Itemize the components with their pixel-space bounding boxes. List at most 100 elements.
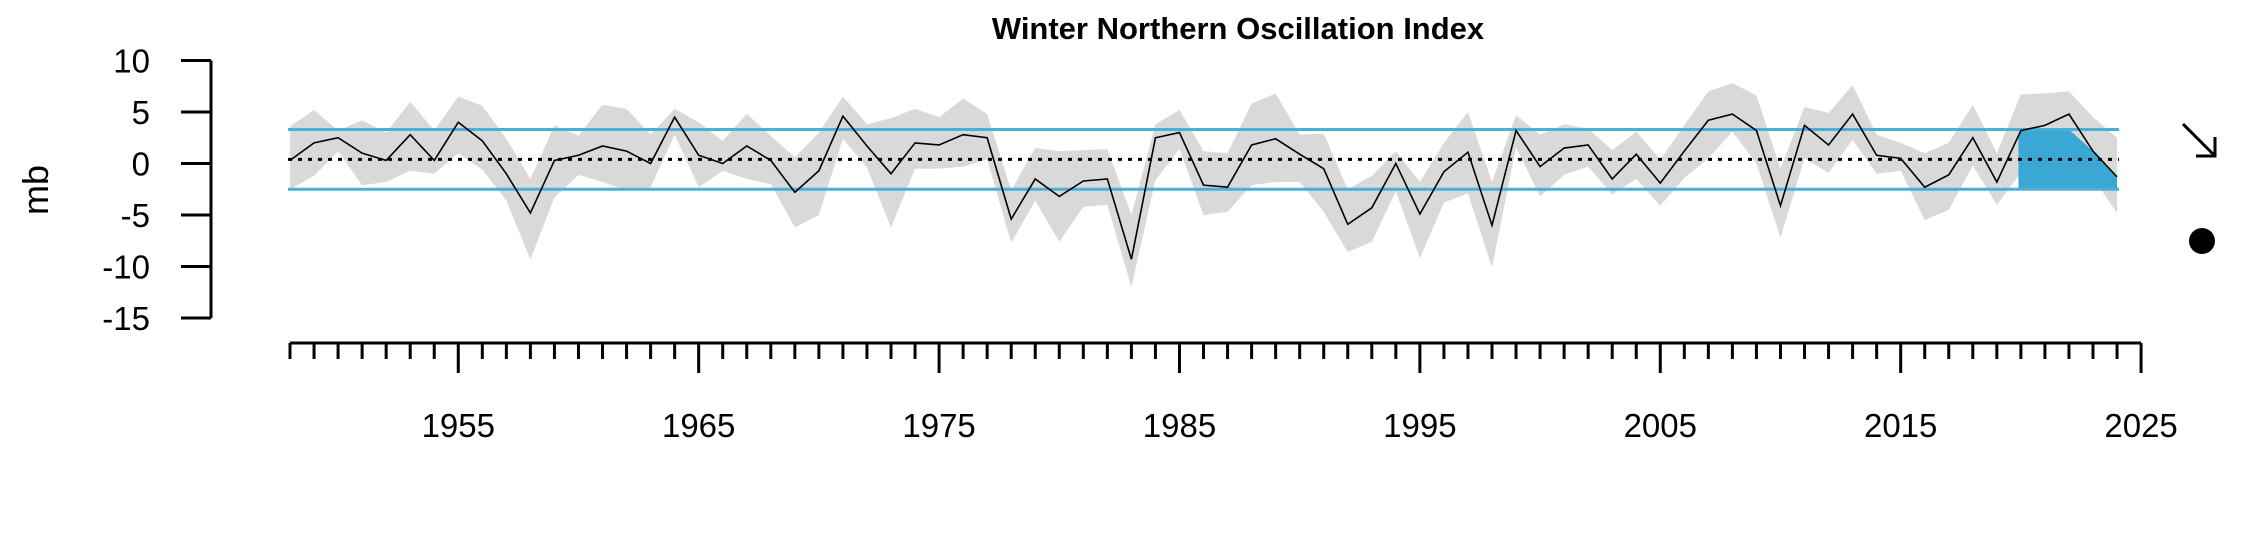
data-point [2116,176,2118,178]
data-point [1563,147,1565,149]
data-point [1996,181,1998,183]
data-point [289,159,291,161]
data-point [1828,144,1830,146]
x-tick-label: 2015 [1864,407,1937,444]
y-tick-label: -10 [102,249,150,286]
data-point [1443,171,1445,173]
data-point [1347,223,1349,225]
data-point [1972,137,1974,139]
data-point [1106,178,1108,180]
recent-period-highlight [2018,129,2118,190]
data-point [722,163,724,165]
data-point [1058,195,1060,197]
y-tick-label: -5 [121,197,150,234]
data-point [361,152,363,154]
data-point [1852,113,1854,115]
data-point [1251,144,1253,146]
data-point [818,170,820,172]
data-point [890,173,892,175]
data-point [1491,224,1493,226]
data-point [2044,124,2046,126]
x-tick-label: 1965 [662,407,735,444]
arrow-down-right-icon [2181,122,2217,158]
data-point [1082,180,1084,182]
data-point [1587,144,1589,146]
y-axis: 10 5 0 -5 -10 -15 [102,43,213,337]
x-tick-label: 1975 [902,407,975,444]
data-point [1539,166,1541,168]
data-point [505,173,507,175]
data-point [1395,163,1397,165]
data-point [1611,178,1613,180]
data-point [1323,168,1325,170]
data-point [1876,154,1878,156]
data-point [1755,130,1757,132]
data-point [770,159,772,161]
x-axis: 1955 1965 1975 1985 1995 2005 2015 2025 [288,341,2178,444]
x-tick-label: 1955 [422,407,495,444]
data-point [409,134,411,136]
data-point [650,163,652,165]
data-point [433,159,435,161]
data-point [1515,130,1517,132]
x-tick-label: 1995 [1383,407,1456,444]
data-point [337,137,339,139]
data-point [1010,218,1012,220]
plot-area [288,83,2120,288]
x-tick-label: 2005 [1624,407,1697,444]
data-point [1034,178,1036,180]
y-tick-label: 0 [132,146,150,183]
y-tick-label: 5 [132,94,150,131]
data-point [2068,113,2070,115]
data-point [313,142,315,144]
data-point [1419,213,1421,215]
data-point [577,154,579,156]
data-point [1154,137,1156,139]
data-point [553,159,555,161]
y-tick-label: -15 [102,300,150,337]
data-point [986,137,988,139]
x-tick-label: 2025 [2104,407,2177,444]
data-point [794,191,796,193]
data-point [1203,184,1205,186]
data-point [842,115,844,117]
data-point [1178,132,1180,134]
data-point [746,145,748,147]
filled-circle-icon [2189,228,2215,254]
data-point [1804,124,1806,126]
data-point [962,134,964,136]
y-tick-label: 10 [113,43,150,80]
data-point [914,142,916,144]
data-point [1635,153,1637,155]
data-point [1659,182,1661,184]
data-point [938,144,940,146]
data-point [1948,174,1950,176]
data-point [481,140,483,142]
chart-title: Winter Northern Oscillation Index [992,11,1485,46]
data-point [1299,153,1301,155]
data-point [698,154,700,156]
data-point [1707,119,1709,121]
data-point [1731,113,1733,115]
data-point [674,116,676,118]
data-point [626,150,628,152]
data-point [1371,207,1373,209]
data-point [1467,151,1469,153]
data-point [385,159,387,161]
index-series-line [289,112,2118,260]
data-point [1130,258,1132,260]
data-point [1924,186,1926,188]
data-point [1275,138,1277,140]
data-point [602,145,604,147]
data-point [1900,157,1902,159]
y-axis-label: mb [15,165,56,215]
data-point [457,121,459,123]
data-point [1779,205,1781,207]
data-point [2020,130,2022,132]
data-point [2092,150,2094,152]
x-tick-label: 1985 [1143,407,1216,444]
data-point [1683,150,1685,152]
data-point [1227,186,1229,188]
data-point [529,212,531,214]
